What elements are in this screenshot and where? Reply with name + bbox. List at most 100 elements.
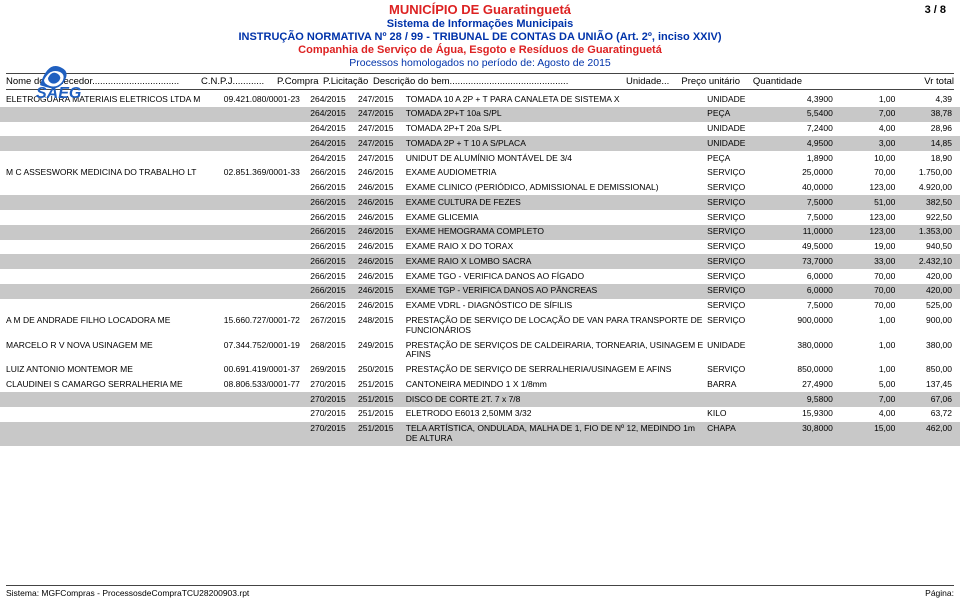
cell-preco: 15,9300 <box>767 407 835 422</box>
divider-top <box>6 73 954 74</box>
table-row: M C ASSESWORK MEDICINA DO TRABALHO LT02.… <box>0 166 960 181</box>
cell-cnpj <box>222 254 308 269</box>
cell-compra: 269/2015 <box>308 363 356 378</box>
divider-header <box>6 89 954 90</box>
report-footer: Sistema: MGFCompras - ProcessosdeCompraT… <box>6 585 954 598</box>
cell-qtd: 7,00 <box>835 107 898 122</box>
cell-licit: 246/2015 <box>356 240 404 255</box>
cell-preco: 850,0000 <box>767 363 835 378</box>
cell-preco: 900,0000 <box>767 313 835 338</box>
col-unidade: Unidade... <box>626 76 680 87</box>
cell-qtd: 4,00 <box>835 407 898 422</box>
cell-forn <box>0 240 222 255</box>
cell-qtd: 1,00 <box>835 92 898 107</box>
cell-total: 922,50 <box>897 210 960 225</box>
cell-qtd: 1,00 <box>835 338 898 363</box>
cell-cnpj <box>222 392 308 407</box>
cell-preco: 40,0000 <box>767 181 835 196</box>
cell-preco: 73,7000 <box>767 254 835 269</box>
cell-qtd: 7,00 <box>835 392 898 407</box>
cell-preco: 30,8000 <box>767 422 835 447</box>
cell-forn <box>0 225 222 240</box>
cell-desc: TOMADA 2P + T 10 A S/PLACA <box>404 136 705 151</box>
cell-total: 137,45 <box>897 377 960 392</box>
column-headers: Nome do fornecedor......................… <box>0 76 960 89</box>
cell-forn <box>0 392 222 407</box>
col-total: Vr total <box>802 76 954 87</box>
cell-qtd: 70,00 <box>835 166 898 181</box>
cell-preco: 7,2400 <box>767 122 835 137</box>
cell-forn: LUIZ ANTONIO MONTEMOR ME <box>0 363 222 378</box>
header-instrucao: INSTRUÇÃO NORMATIVA Nº 28 / 99 - TRIBUNA… <box>0 31 960 43</box>
cell-total: 525,00 <box>897 299 960 314</box>
cell-unid: SERVIÇO <box>705 195 766 210</box>
cell-licit: 249/2015 <box>356 338 404 363</box>
cell-desc: DISCO DE CORTE 2T. 7 x 7/8 <box>404 392 705 407</box>
table-row: 270/2015251/2015DISCO DE CORTE 2T. 7 x 7… <box>0 392 960 407</box>
cell-compra: 266/2015 <box>308 225 356 240</box>
cell-qtd: 33,00 <box>835 254 898 269</box>
cell-unid: UNIDADE <box>705 122 766 137</box>
cell-total: 63,72 <box>897 407 960 422</box>
cell-desc: TOMADA 2P+T 10a S/PL <box>404 107 705 122</box>
cell-qtd: 10,00 <box>835 151 898 166</box>
cell-forn <box>0 107 222 122</box>
footer-pagina: Página: <box>925 588 954 598</box>
cell-preco: 4,3900 <box>767 92 835 107</box>
cell-cnpj <box>222 299 308 314</box>
data-table: ELETROGUARA MATERIAIS ELETRICOS LTDA M09… <box>0 92 960 446</box>
cell-total: 420,00 <box>897 284 960 299</box>
cell-total: 382,50 <box>897 195 960 210</box>
cell-unid: UNIDADE <box>705 338 766 363</box>
cell-preco: 6,0000 <box>767 269 835 284</box>
cell-unid: SERVIÇO <box>705 225 766 240</box>
col-qtd: Quantidade <box>740 76 802 87</box>
cell-unid: SERVIÇO <box>705 269 766 284</box>
cell-unid: SERVIÇO <box>705 254 766 269</box>
cell-desc: EXAME RAIO X LOMBO SACRA <box>404 254 705 269</box>
cell-cnpj <box>222 422 308 447</box>
cell-qtd: 123,00 <box>835 225 898 240</box>
cell-preco: 27,4900 <box>767 377 835 392</box>
cell-qtd: 70,00 <box>835 269 898 284</box>
cell-total: 1.750,00 <box>897 166 960 181</box>
cell-desc: EXAME CLINICO (PERIÓDICO, ADMISSIONAL E … <box>404 181 705 196</box>
cell-licit: 251/2015 <box>356 422 404 447</box>
table-row: 266/2015246/2015EXAME TGO - VERIFICA DAN… <box>0 269 960 284</box>
cell-qtd: 70,00 <box>835 299 898 314</box>
table-row: LUIZ ANTONIO MONTEMOR ME00.691.419/0001-… <box>0 363 960 378</box>
cell-cnpj: 09.421.080/0001-23 <box>222 92 308 107</box>
cell-cnpj <box>222 210 308 225</box>
cell-compra: 264/2015 <box>308 151 356 166</box>
cell-licit: 251/2015 <box>356 392 404 407</box>
cell-preco: 9,5800 <box>767 392 835 407</box>
cell-forn <box>0 284 222 299</box>
cell-desc: EXAME RAIO X DO TORAX <box>404 240 705 255</box>
cell-cnpj <box>222 151 308 166</box>
table-row: 264/2015247/2015TOMADA 2P+T 10a S/PLPEÇA… <box>0 107 960 122</box>
cell-qtd: 123,00 <box>835 181 898 196</box>
cell-cnpj: 08.806.533/0001-77 <box>222 377 308 392</box>
table-row: 270/2015251/2015ELETRODO E6013 2,50MM 3/… <box>0 407 960 422</box>
report-header: MUNICÍPIO DE Guaratinguetá Sistema de In… <box>0 0 960 69</box>
cell-qtd: 3,00 <box>835 136 898 151</box>
cell-total: 4.920,00 <box>897 181 960 196</box>
cell-qtd: 5,00 <box>835 377 898 392</box>
cell-licit: 246/2015 <box>356 284 404 299</box>
cell-desc: PRESTAÇÃO DE SERVIÇO DE LOCAÇÃO DE VAN P… <box>404 313 705 338</box>
cell-compra: 268/2015 <box>308 338 356 363</box>
cell-unid: BARRA <box>705 377 766 392</box>
cell-desc: TOMADA 2P+T 20a S/PL <box>404 122 705 137</box>
table-row: 266/2015246/2015EXAME TGP - VERIFICA DAN… <box>0 284 960 299</box>
cell-preco: 5,5400 <box>767 107 835 122</box>
cell-preco: 25,0000 <box>767 166 835 181</box>
cell-desc: EXAME CULTURA DE FEZES <box>404 195 705 210</box>
cell-compra: 270/2015 <box>308 422 356 447</box>
cell-desc: EXAME HEMOGRAMA COMPLETO <box>404 225 705 240</box>
cell-forn <box>0 269 222 284</box>
svg-text:SAEG: SAEG <box>36 85 81 100</box>
table-row: CLAUDINEI S CAMARGO SERRALHERIA ME08.806… <box>0 377 960 392</box>
cell-total: 2.432,10 <box>897 254 960 269</box>
cell-unid: UNIDADE <box>705 136 766 151</box>
header-processos: Processos homologados no período de: Ago… <box>0 57 960 69</box>
